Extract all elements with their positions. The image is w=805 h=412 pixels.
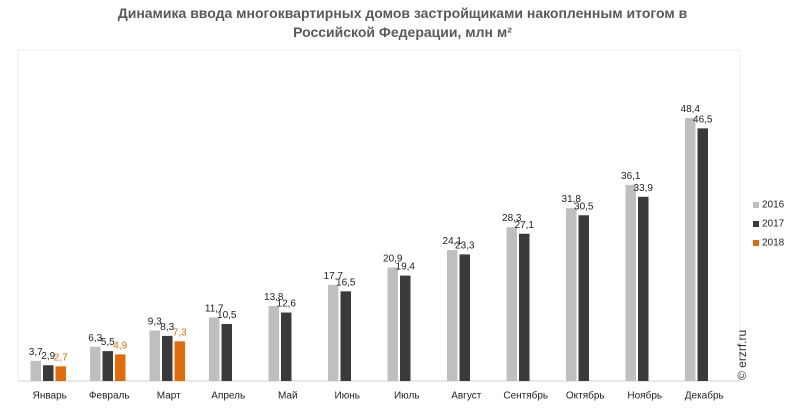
- chart-title: Динамика ввода многоквартирных домов зас…: [117, 5, 688, 40]
- bar: [102, 351, 113, 381]
- bar: [685, 118, 696, 381]
- data-label: 28,3: [502, 213, 522, 224]
- data-label: 5,5: [101, 337, 115, 348]
- x-tick-label: Март: [157, 391, 181, 402]
- bar: [43, 365, 54, 381]
- data-label: 2,7: [54, 352, 68, 363]
- bar: [174, 341, 185, 381]
- data-label: 23,3: [455, 240, 475, 251]
- bar: [447, 250, 458, 381]
- legend-label: 2017: [762, 219, 785, 230]
- x-tick-label: Февраль: [89, 391, 130, 402]
- x-tick-label: Ноябрь: [627, 390, 662, 402]
- x-tick-label: Июль: [394, 391, 420, 402]
- data-label: 6,3: [88, 333, 102, 344]
- watermark: © erzrf.ru: [735, 330, 749, 380]
- data-label: 3,7: [29, 347, 43, 358]
- legend-swatch: [753, 221, 759, 227]
- bar: [268, 306, 279, 381]
- data-label: 7,3: [173, 327, 187, 338]
- data-label: 27,1: [515, 220, 535, 231]
- data-label: 10,5: [217, 310, 237, 321]
- data-label: 48,4: [681, 104, 701, 115]
- legend-swatch: [753, 240, 759, 246]
- bar: [90, 346, 101, 381]
- bar: [328, 284, 339, 381]
- data-label: 11,7: [205, 303, 224, 314]
- bar: [30, 360, 41, 381]
- data-label: 9,3: [148, 316, 162, 327]
- bar: [400, 275, 411, 381]
- bar: [578, 215, 589, 381]
- bar: [149, 330, 160, 381]
- data-label: 16,5: [336, 277, 356, 288]
- x-tick-label: Декабрь: [685, 390, 724, 402]
- bar: [459, 254, 470, 381]
- x-tick-label: Июнь: [335, 391, 360, 402]
- data-label: 20,9: [383, 253, 403, 264]
- data-label: 46,5: [693, 114, 713, 125]
- data-label: 12,6: [277, 299, 297, 310]
- bar: [387, 267, 398, 381]
- bar: [697, 128, 708, 381]
- data-label: 17,7: [324, 271, 344, 282]
- x-tick-label: Апрель: [211, 391, 245, 402]
- data-label: 2,9: [41, 351, 55, 362]
- legend-swatch: [753, 202, 759, 208]
- data-label: 24,1: [443, 236, 463, 247]
- bar: [506, 227, 517, 381]
- x-tick-label: Октябрь: [566, 390, 605, 402]
- bar: [281, 312, 292, 381]
- data-label: 8,3: [160, 322, 174, 333]
- bar: [638, 196, 649, 381]
- bar: [221, 323, 232, 381]
- data-label: 36,1: [621, 171, 641, 182]
- bar: [162, 335, 173, 381]
- x-tick-label: Август: [451, 391, 482, 402]
- data-label: 33,9: [634, 183, 654, 194]
- data-label: 13,8: [264, 292, 284, 303]
- data-label: 4,9: [113, 340, 127, 351]
- x-tick-label: Май: [278, 391, 298, 402]
- bar: [115, 354, 126, 381]
- bar: [209, 317, 220, 381]
- data-label: 30,5: [574, 201, 594, 212]
- legend-label: 2018: [762, 238, 785, 249]
- bar: [55, 366, 66, 381]
- bar: [519, 233, 530, 381]
- data-label: 19,4: [396, 262, 416, 273]
- x-tick-label: Январь: [33, 391, 67, 402]
- bar: [340, 291, 351, 381]
- legend-label: 2016: [762, 200, 785, 211]
- data-label: 31,8: [562, 194, 582, 205]
- bar: [566, 208, 577, 381]
- x-tick-label: Сентябрь: [503, 390, 548, 402]
- bar: [625, 184, 636, 381]
